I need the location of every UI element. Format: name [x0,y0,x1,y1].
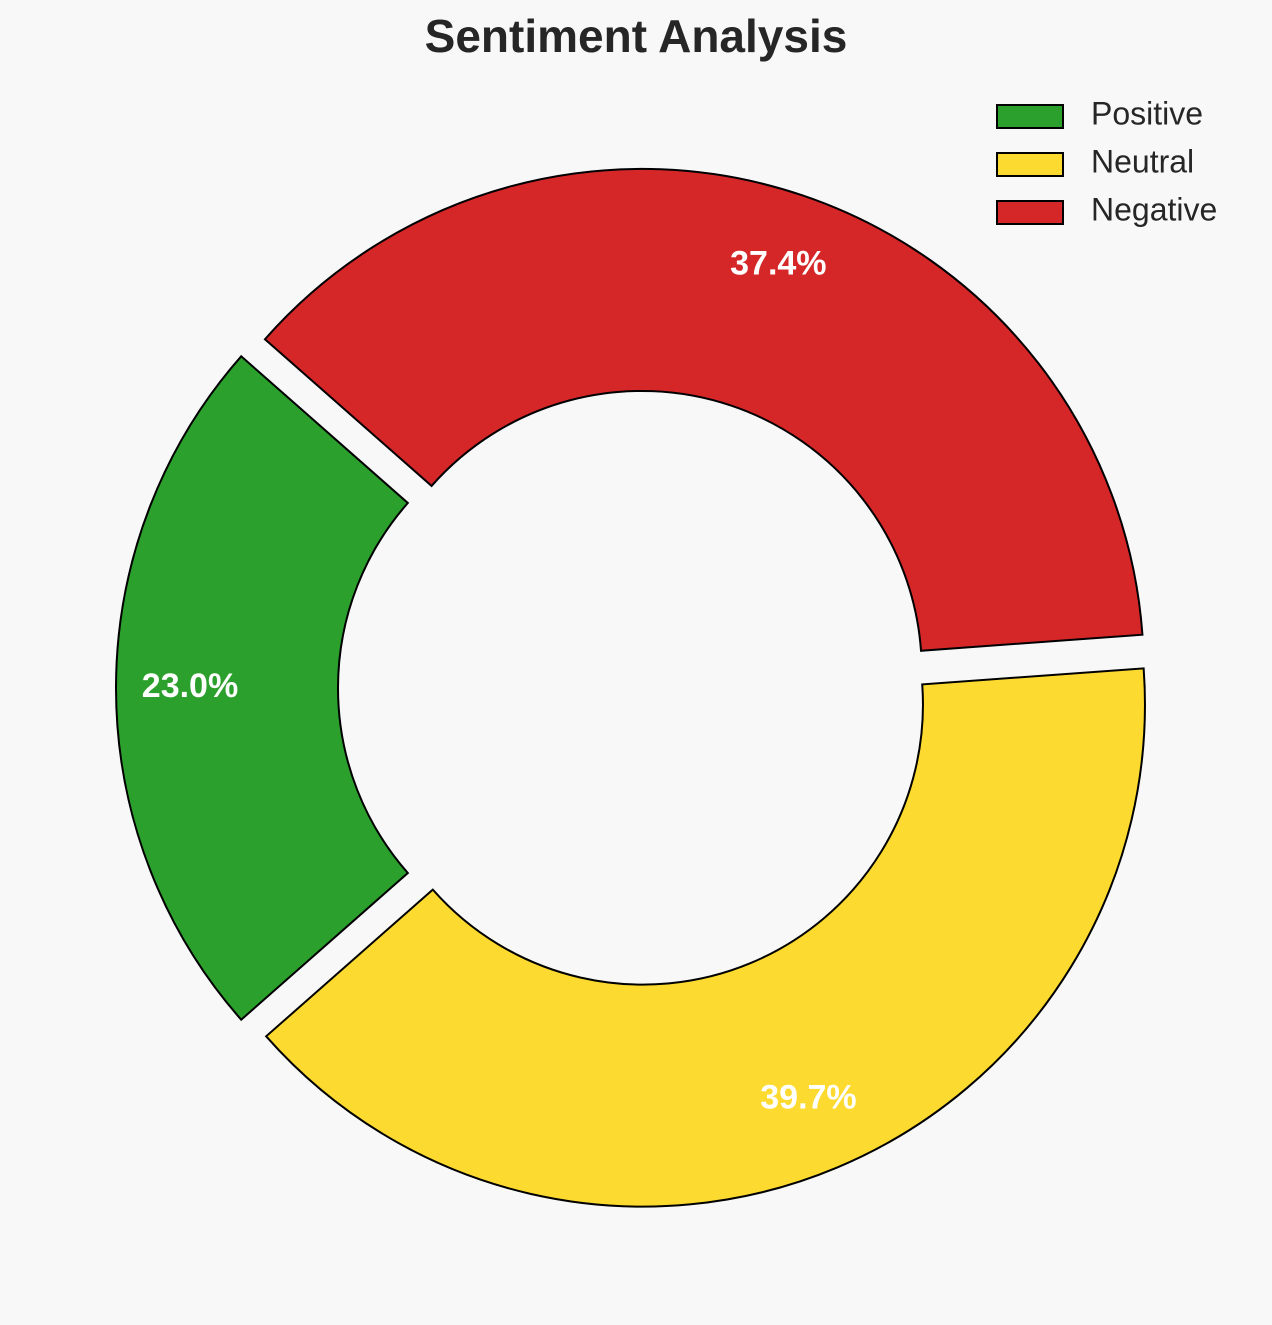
legend-label: Positive [1091,95,1203,131]
slice-label: 39.7% [760,1078,856,1116]
donut-slice [263,167,1144,652]
donut-slice [115,354,410,1022]
legend-swatch [996,152,1064,177]
donut-slice [264,667,1146,1208]
legend-swatch [996,200,1064,225]
chart-title: Sentiment Analysis [425,10,848,62]
slice-label: 37.4% [730,244,826,282]
legend-label: Negative [1091,191,1217,227]
slice-label: 23.0% [142,667,238,705]
legend-swatch [996,104,1064,129]
legend-label: Neutral [1091,143,1194,179]
